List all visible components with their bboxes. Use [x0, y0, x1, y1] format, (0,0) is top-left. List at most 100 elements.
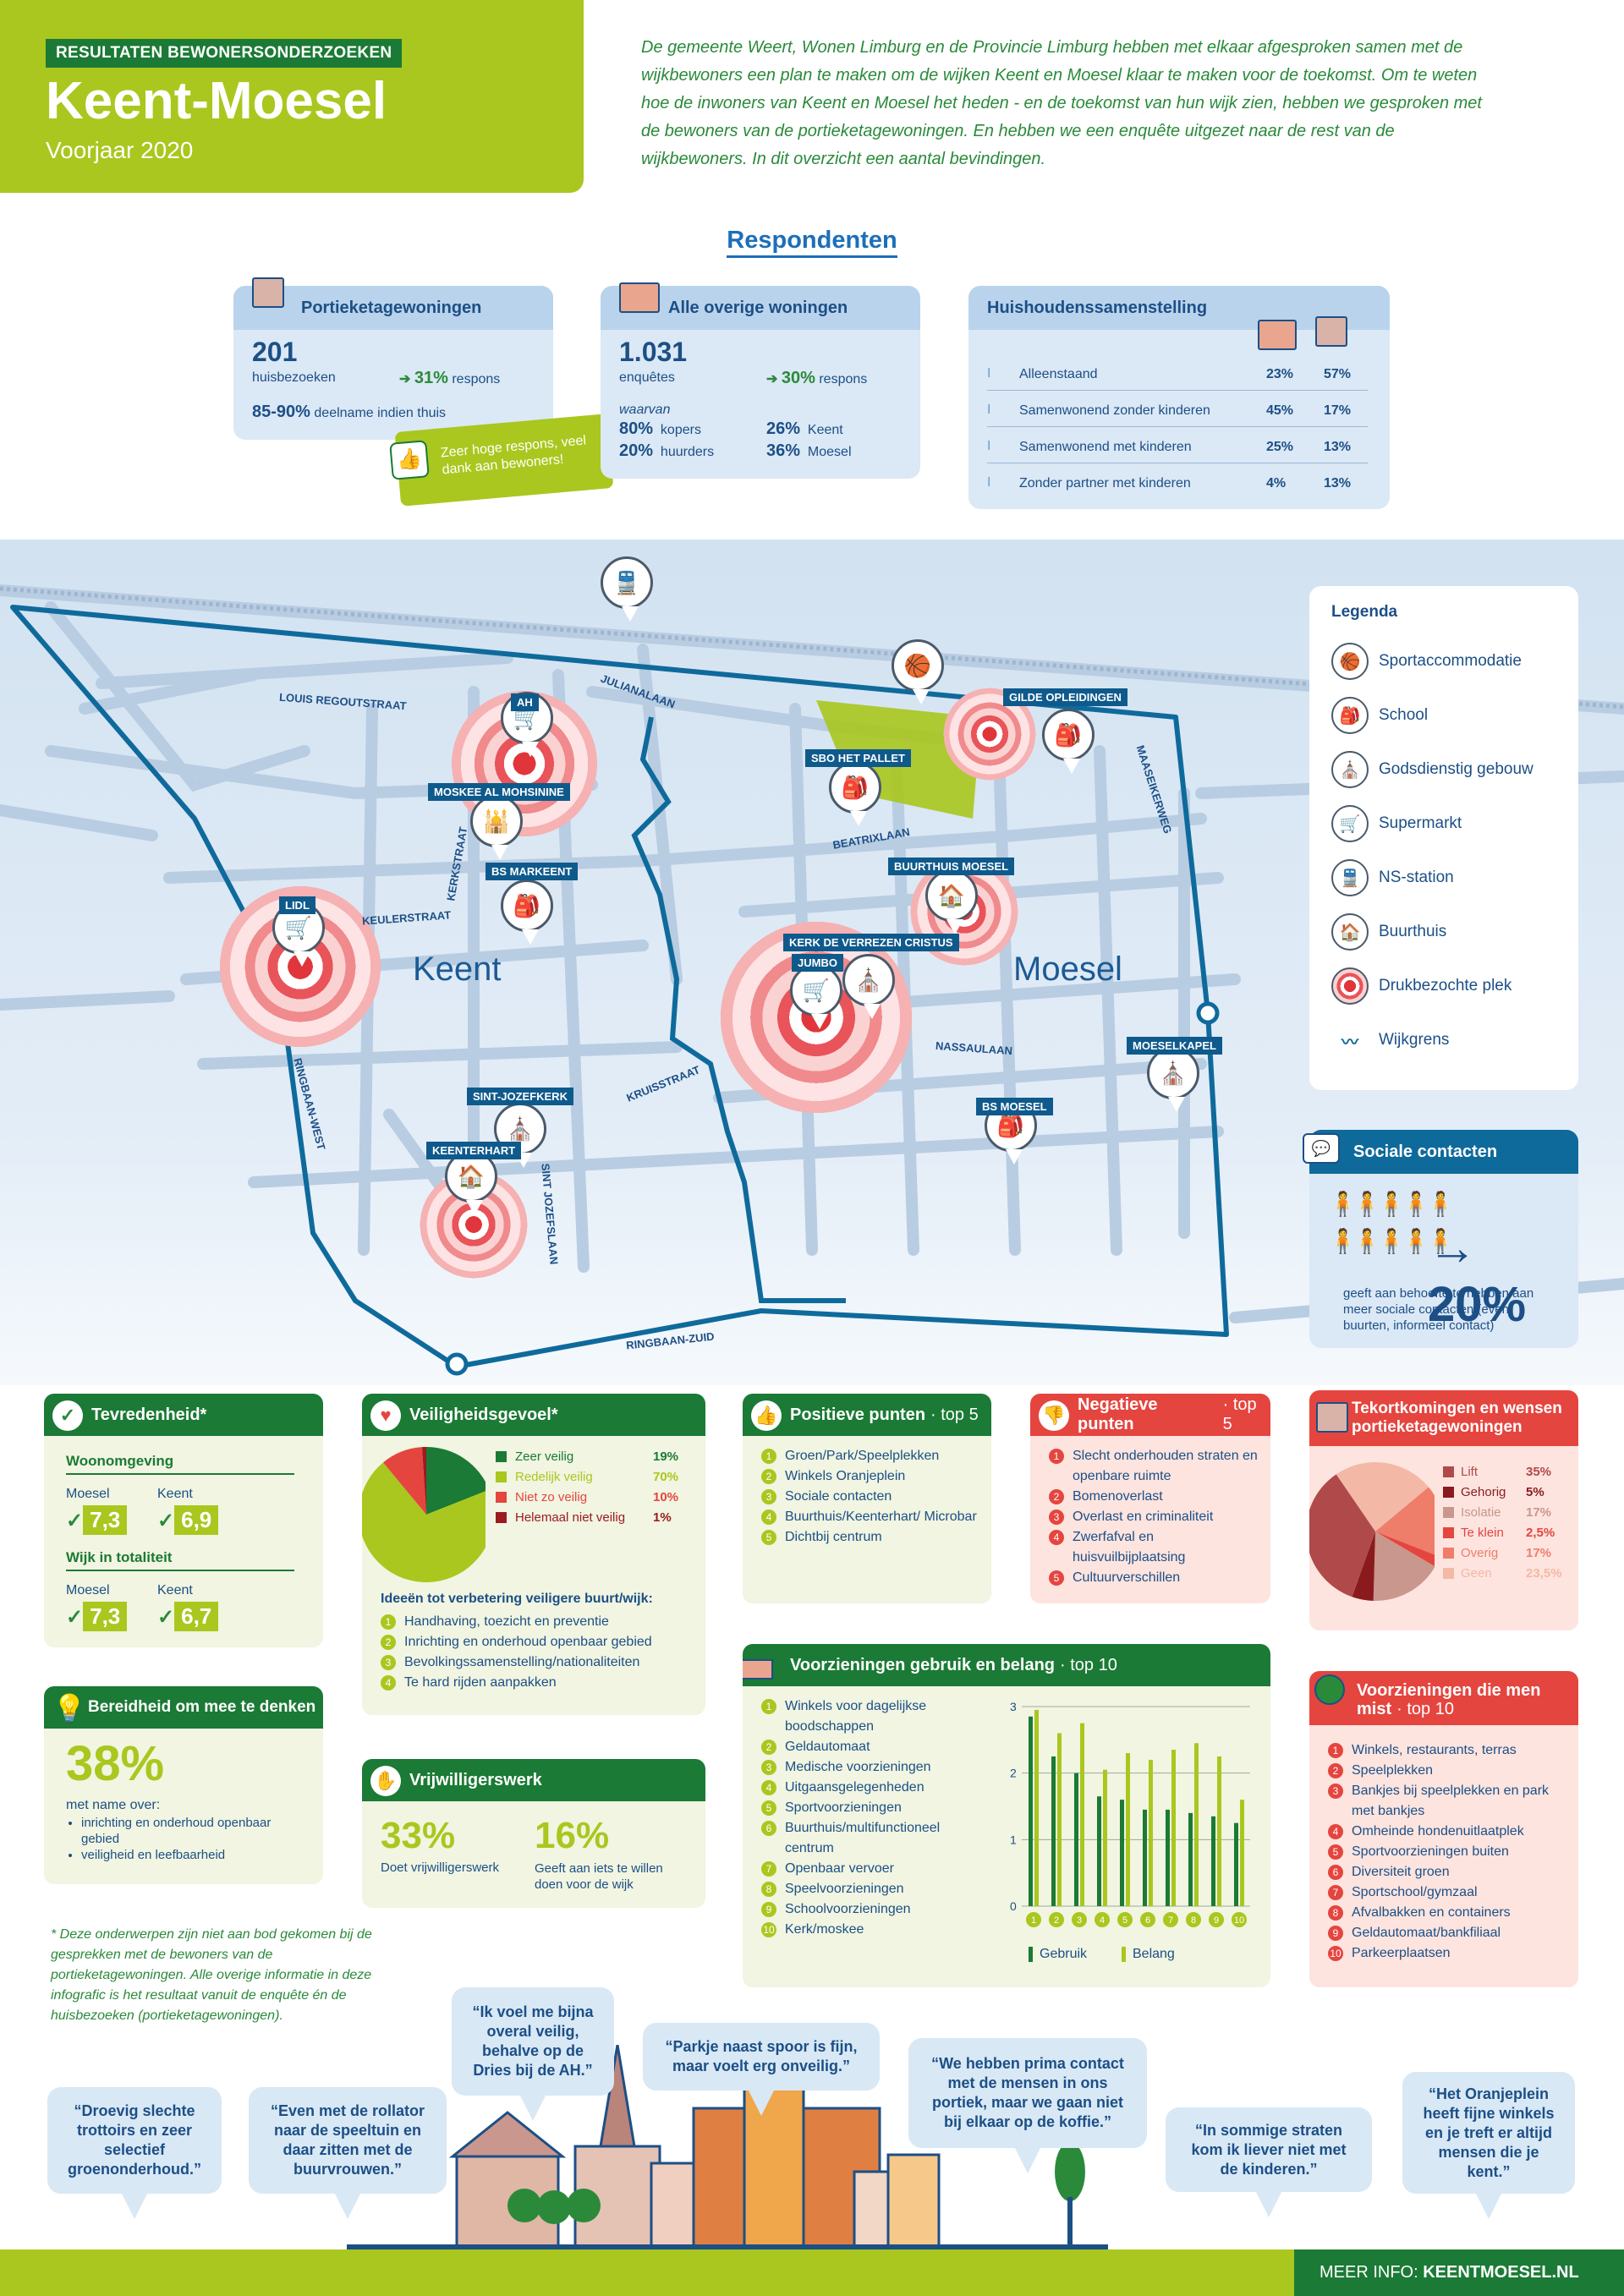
legend-icon: 🏀: [1331, 643, 1369, 680]
list-item: 1 Winkels voor dagelijkse boodschappen: [761, 1696, 981, 1737]
veiligheid-title: Veiligheidsgevoel*: [362, 1394, 705, 1436]
x-tick-badge: [1163, 1912, 1178, 1927]
legend-swatch: [1443, 1548, 1454, 1559]
sport-pin: 🏀: [892, 639, 944, 704]
legend-label: Lift: [1461, 1465, 1479, 1479]
more-info[interactable]: MEER INFO: KEENTMOESEL.NL: [1294, 2249, 1624, 2296]
list-item: 6 Diversiteit groen: [1328, 1862, 1573, 1882]
legend-label: Redelijk veilig: [515, 1470, 593, 1484]
list-number: 2: [761, 1740, 776, 1755]
sociaal-title: Sociale contacten: [1309, 1130, 1578, 1174]
pie-slice: [1373, 1532, 1435, 1601]
place-label: LIDL: [279, 896, 315, 914]
list-number: 7: [1328, 1885, 1343, 1900]
legend-item: 🎒 School: [1331, 694, 1428, 737]
list-number: 8: [761, 1882, 776, 1897]
legend-label: Godsdienstig gebouw: [1379, 760, 1533, 778]
list-number: 1: [1328, 1743, 1343, 1758]
positief-title: Positieve punten · top 5: [743, 1394, 991, 1436]
totaal-heading: Wijk in totaliteit: [66, 1549, 173, 1565]
voorzieningen-card: Voorzieningen gebruik en belang · top 10 …: [743, 1644, 1270, 1987]
list-text: Dichtbij centrum: [785, 1530, 882, 1544]
mist-card: Voorzieningen die men mist · top 10 1 Wink…: [1309, 1671, 1578, 1987]
place-label: MOSKEE AL MOHSININE: [428, 783, 570, 801]
bar-gebruik: [1029, 1716, 1033, 1906]
portiek-count-label: huisbezoeken: [252, 370, 336, 385]
list-text: Sportschool/gymzaal: [1352, 1885, 1478, 1899]
legend-swatch: [496, 1451, 507, 1462]
place-label: BS MARKEENT: [486, 863, 579, 880]
list-text: Kerk/moskee: [785, 1922, 864, 1937]
legend-label: Wijkgrens: [1379, 1031, 1450, 1049]
y-tick-label: 0: [1010, 1899, 1017, 1913]
quote-bubble: “Droevig slechte trottoirs en zeer selec…: [47, 2087, 222, 2219]
y-tick-label: 1: [1010, 1833, 1017, 1846]
legend-value: 17%: [1526, 1546, 1552, 1560]
place-label: KEENTERHART: [426, 1142, 522, 1159]
huishouden-label: Samenwonend met kinderen: [1019, 440, 1192, 454]
list-text: Winkels Oranjeplein: [785, 1469, 906, 1483]
huishouden-row: ⵏ Samenwonend met kinderen 25% 13%: [987, 435, 1368, 463]
pie-slice: [1352, 1532, 1375, 1601]
footer: MEER INFO: KEENTMOESEL.NL: [0, 2249, 1624, 2296]
pie-slice: [1336, 1462, 1429, 1532]
list-number: 10: [761, 1922, 776, 1937]
map-legend: Legenda 🏀 Sportaccommodatie 🎒 School ⛪ Godsdi…: [1309, 586, 1578, 1090]
list-item: 4 Zwerfafval en huisvuilbijplaatsing: [1049, 1527, 1260, 1568]
intro-text: De gemeente Weert, Wonen Limburg en de P…: [641, 38, 1482, 168]
voorzieningen-title: Voorzieningen gebruik en belang · top 10: [743, 1644, 1270, 1686]
huishouden-b: 57%: [1324, 367, 1352, 381]
huishouden-a: 45%: [1266, 403, 1294, 418]
bar-belang: [1194, 1743, 1199, 1906]
list-number: 3: [381, 1655, 396, 1670]
list-item: 5 Cultuurverschillen: [1049, 1568, 1260, 1588]
area-moesel: Moesel: [1013, 951, 1122, 988]
bar-belang: [1057, 1733, 1062, 1906]
legend-belang: Belang: [1122, 1947, 1175, 1962]
overig-respons: ➔ 30% respons: [766, 369, 868, 387]
tekort-legend-item: Te klein 2,5%: [1443, 1526, 1578, 1540]
list-text: Geldautomaat/bankfiliaal: [1352, 1926, 1501, 1940]
place-label: BUURTHUIS MOESEL: [888, 858, 1015, 875]
list-item: 4 Te hard rijden aanpakken: [381, 1673, 652, 1693]
x-tick-badge: [1209, 1912, 1224, 1927]
quote-bubble: “Even met de rollator naar de speeltuin …: [249, 2087, 447, 2219]
pie-slice: [421, 1447, 426, 1515]
kerk-pin: ⛪: [842, 954, 895, 1019]
house-column-icon: [1258, 320, 1297, 350]
legend-label: Zeer veilig: [515, 1449, 574, 1464]
list-item: 2 Geldautomaat: [761, 1737, 981, 1757]
list-number: 3: [1328, 1784, 1343, 1799]
list-number: 3: [1049, 1510, 1064, 1525]
bar-belang: [1240, 1800, 1244, 1906]
voorzieningen-bar-chart: 0 1 2 3 1 2 3 4 5 6 7 8 9 10: [1010, 1700, 1250, 1927]
flat-column-icon: [1315, 316, 1347, 347]
legend-value: 70%: [653, 1470, 679, 1484]
legend-label: Helemaal niet veilig: [515, 1510, 626, 1525]
x-tick-label: 5: [1122, 1915, 1127, 1926]
thumbs-up-icon: 👍: [751, 1400, 782, 1431]
ah-pin: 🛒: [501, 692, 553, 757]
list-item: 3 Overlast en criminaliteit: [1049, 1507, 1260, 1527]
veilig-legend-item: Helemaal niet veilig 1%: [496, 1510, 699, 1525]
x-tick-badge: [1026, 1912, 1041, 1927]
list-text: Buurthuis/Keenterhart/ Microbar: [785, 1510, 977, 1524]
list-text: Speelplekken: [1352, 1763, 1434, 1778]
area-keent: Keent: [413, 951, 502, 988]
page-subtitle: Voorjaar 2020: [46, 137, 194, 163]
legend-value: 23,5%: [1526, 1566, 1562, 1581]
x-tick-badge: [1117, 1912, 1133, 1927]
x-tick-label: 8: [1191, 1915, 1196, 1926]
tekort-legend-item: Gehorig 5%: [1443, 1485, 1578, 1499]
list-number: 2: [761, 1469, 776, 1484]
tevredenheid-card: Tevredenheid* ✓ Woonomgeving Moesel Keen…: [44, 1394, 323, 1647]
list-item: 2 Inrichting en onderhoud openbaar gebied: [381, 1632, 652, 1652]
bar-gebruik: [1211, 1816, 1215, 1906]
jumbo-pin: 🛒: [790, 964, 842, 1029]
legend-value: 2,5%: [1526, 1526, 1555, 1540]
shield-heart-icon: ♥: [370, 1400, 401, 1431]
bar-gebruik: [1166, 1809, 1170, 1906]
list-item: 1 Winkels, restaurants, terras: [1328, 1740, 1573, 1761]
veilig-legend-item: Redelijk veilig 70%: [496, 1470, 699, 1484]
list-text: Medische voorzieningen: [785, 1760, 931, 1774]
